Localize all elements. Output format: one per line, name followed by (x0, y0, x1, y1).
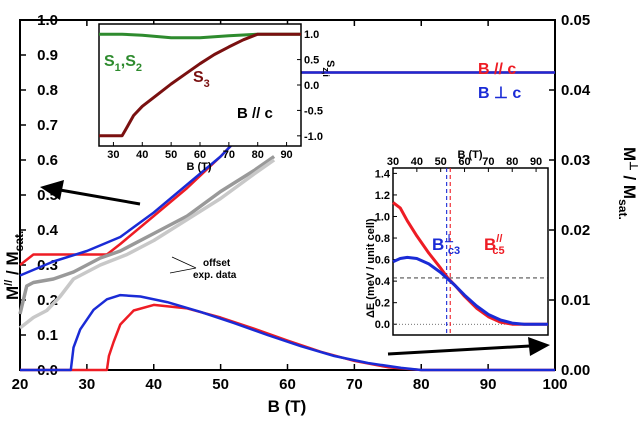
inset-right-background (393, 168, 548, 335)
inset-right-x-tick-label: 70 (482, 156, 494, 168)
main-right-y-tick-label: 0.03 (561, 152, 590, 169)
inset-label-bc3: B⊥ c3 (432, 233, 460, 257)
inset-right-y-tick-label: 1.0 (375, 211, 390, 223)
inset-right-x-tick-label: 60 (458, 156, 470, 168)
main-x-tick-label: 90 (480, 376, 497, 393)
inset-top-series (99, 32, 301, 138)
inset-top-x-tick-label: 50 (165, 149, 177, 161)
main-series-exp-data-dark-left (18, 155, 276, 315)
inset-right-y-tick-label: 0.2 (375, 298, 390, 310)
main-left-y-tick-label: 0.1 (37, 327, 58, 344)
main-x-tick-label: 100 (542, 376, 567, 393)
main-left-y-tick-label: 0.6 (37, 152, 58, 169)
main-x-tick-label: 30 (79, 376, 96, 393)
main-right-y-tick-label: 0.04 (561, 82, 591, 99)
inset-top-series-s3 (99, 32, 301, 138)
main-right-y-tick-label: 0.02 (561, 222, 590, 239)
annotation-offset: offset (203, 258, 231, 269)
inset-label-field: B // c (237, 105, 273, 122)
annotation-pointer-2 (169, 267, 197, 274)
main-x-tick-label: 60 (279, 376, 296, 393)
main-left-y-axis-label: M// / Msat. (3, 231, 26, 300)
main-x-tick-label: 80 (413, 376, 430, 393)
annotation-exp-data: exp. data (193, 270, 237, 281)
inset-right-y-tick-label: 1.4 (375, 168, 391, 180)
inset-right-x-tick-label: 40 (411, 156, 423, 168)
inset-label-s3: S3 (193, 69, 210, 90)
inset-top-y-tick-label: -0.5 (304, 105, 323, 117)
inset-right-y-tick-label: 0.8 (375, 233, 390, 245)
main-series-b-c-right (20, 293, 555, 372)
inset-top-x-tick-label: 80 (252, 149, 264, 161)
inset-top-y-tick-label: 1.0 (304, 29, 319, 41)
legend-b-perp-c: B ⊥ c (478, 85, 521, 102)
main-left-y-tick-label: 0.8 (37, 82, 58, 99)
inset-right-y-tick-label: 1.2 (375, 190, 390, 202)
legend-b-parallel-c: B // c (478, 61, 516, 78)
main-right-y-tick-label: 0.05 (561, 12, 590, 29)
inset-right-series (392, 168, 548, 335)
inset-top-x-tick-label: 40 (136, 149, 148, 161)
main-x-tick-label: 40 (145, 376, 162, 393)
inset-right-x-axis-label: B (T) (457, 149, 482, 161)
inset-right-y-axis-label: ΔE (meV / unit cell) (365, 218, 377, 318)
inset-label-s1-s2: S1,S2 (104, 53, 142, 74)
inset-top-x-tick-label: 90 (280, 149, 292, 161)
main-x-tick-label: 50 (212, 376, 229, 393)
main-x-tick-label: 70 (346, 376, 363, 393)
inset-right-y-tick-label: 0.4 (375, 276, 391, 288)
inset-right-x-tick-label: 30 (387, 156, 399, 168)
main-right-y-tick-label: 0.01 (561, 292, 590, 309)
main-right-y-axis-label: M⊥ / Msat. (616, 147, 639, 220)
arrow-left-axis (40, 180, 141, 206)
inset-top-x-tick-label: 70 (223, 149, 235, 161)
main-right-y-tick-label: 0.00 (561, 362, 590, 379)
inset-top-x-axis-label: B (T) (186, 161, 211, 173)
inset-right-y-tick-label: 0.0 (375, 319, 390, 331)
inset-right-ticks: 30 40 50 60 70 80 90 0.0 0.2 0.4 0.6 0.8 1.0 1.2 1.4 (375, 156, 542, 331)
inset-right-x-tick-label: 80 (506, 156, 518, 168)
main-left-y-tick-label: 0.9 (37, 47, 58, 64)
inset-top-y-axis-label: Sz,i (321, 60, 336, 77)
main-x-tick-label: 20 (12, 376, 29, 393)
inset-top-series-s1-s2 (99, 32, 301, 40)
inset-right-series-b-c (392, 255, 548, 326)
inset-top-background (99, 24, 301, 146)
main-left-y-tick-label: 1.0 (37, 12, 58, 29)
inset-right-y-tick-label: 0.6 (375, 255, 390, 267)
inset-top-x-tick-label: 30 (107, 149, 119, 161)
main-series-exp-data-light-left (18, 158, 276, 330)
main-left-y-tick-label: 0.7 (37, 117, 58, 134)
inset-top-y-tick-label: -1.0 (304, 131, 323, 143)
arrow-right-axis (387, 337, 550, 356)
inset-right-x-tick-label: 50 (435, 156, 447, 168)
inset-right-frame (392, 167, 549, 336)
inset-label-bc5: B//c5 (484, 233, 505, 257)
main-left-y-tick-label: 0.3 (37, 257, 58, 274)
inset-top-y-tick-label: 0.5 (304, 55, 319, 67)
inset-right-x-tick-label: 90 (530, 156, 542, 168)
main-ticks: 20 30 40 50 60 70 80 90 100 0.0 0.1 0.2 0.3 0.4 0.5 0.6… (12, 12, 591, 393)
annotation-pointer-1 (171, 256, 197, 269)
inset-top-x-tick-label: 60 (194, 149, 206, 161)
inset-top-ticks: 30 40 50 60 70 80 90 -1.0 -0.5 0.0 0.5 1.0 (107, 29, 323, 161)
main-x-axis-label: B (T) (268, 397, 307, 416)
inset-top-y-tick-label: 0.0 (304, 80, 319, 92)
main-left-y-tick-label: 0.4 (37, 222, 59, 239)
